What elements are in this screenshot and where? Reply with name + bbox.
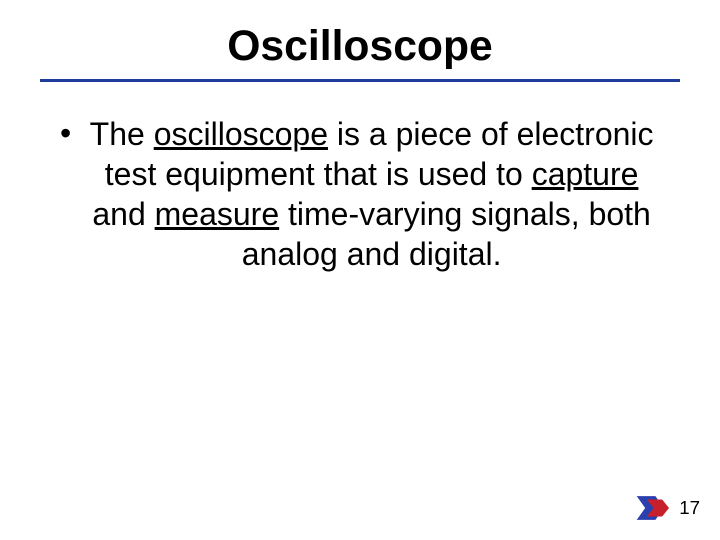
slide-title: Oscilloscope (0, 22, 720, 71)
page-number: 17 (679, 497, 700, 519)
slide: { "title": { "text": "Oscilloscope", "co… (0, 0, 720, 540)
title-area: Oscilloscope (0, 0, 720, 71)
footer: 17 (635, 492, 700, 524)
bullet-item: • The oscilloscope is a piece of electro… (60, 114, 660, 274)
bullet-text: The oscilloscope is a piece of electroni… (83, 114, 660, 274)
bullet-marker: • (60, 114, 83, 152)
logo-icon (635, 492, 669, 524)
body-area: • The oscilloscope is a piece of electro… (0, 82, 720, 274)
